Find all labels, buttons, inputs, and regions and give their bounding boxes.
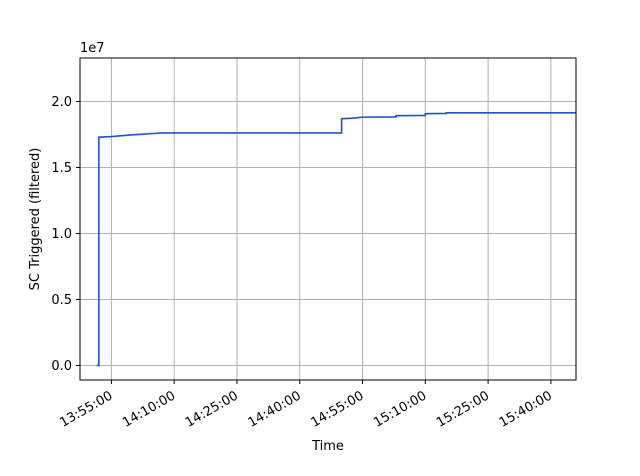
y-axis-label: SC Triggered (filtered) (28, 148, 43, 291)
x-tick-label: 15:10:00 (371, 388, 429, 430)
x-tick-label: 15:25:00 (434, 388, 492, 430)
series-line-0 (96, 111, 576, 367)
y-tick-label: 2.0 (51, 95, 72, 110)
gridlines (80, 58, 576, 380)
y-tick-label: 0.0 (51, 359, 72, 374)
y-tick-label: 1.0 (51, 227, 72, 242)
x-tick-label: 15:40:00 (497, 388, 555, 430)
x-tick-label: 14:40:00 (246, 388, 304, 430)
x-tick-label: 14:55:00 (308, 388, 366, 430)
plot-frame (79, 57, 577, 381)
y-tick-label: 0.5 (51, 293, 72, 308)
series-layer (96, 111, 576, 367)
x-tick-label: 14:25:00 (183, 388, 241, 430)
x-axis-ticks: 13:55:00 14:10:00 14:25:00 14:40:00 14:55:00… (57, 380, 555, 431)
x-tick-label: 13:55:00 (57, 388, 115, 430)
x-tick-label: 14:10:00 (120, 388, 178, 430)
y-axis-ticks: 0.0 0.5 1.0 1.5 2.0 (51, 95, 80, 374)
y-tick-label: 1.5 (51, 161, 72, 176)
x-axis-label: Time (311, 439, 344, 454)
y-offset-label: 1e7 (80, 41, 105, 56)
